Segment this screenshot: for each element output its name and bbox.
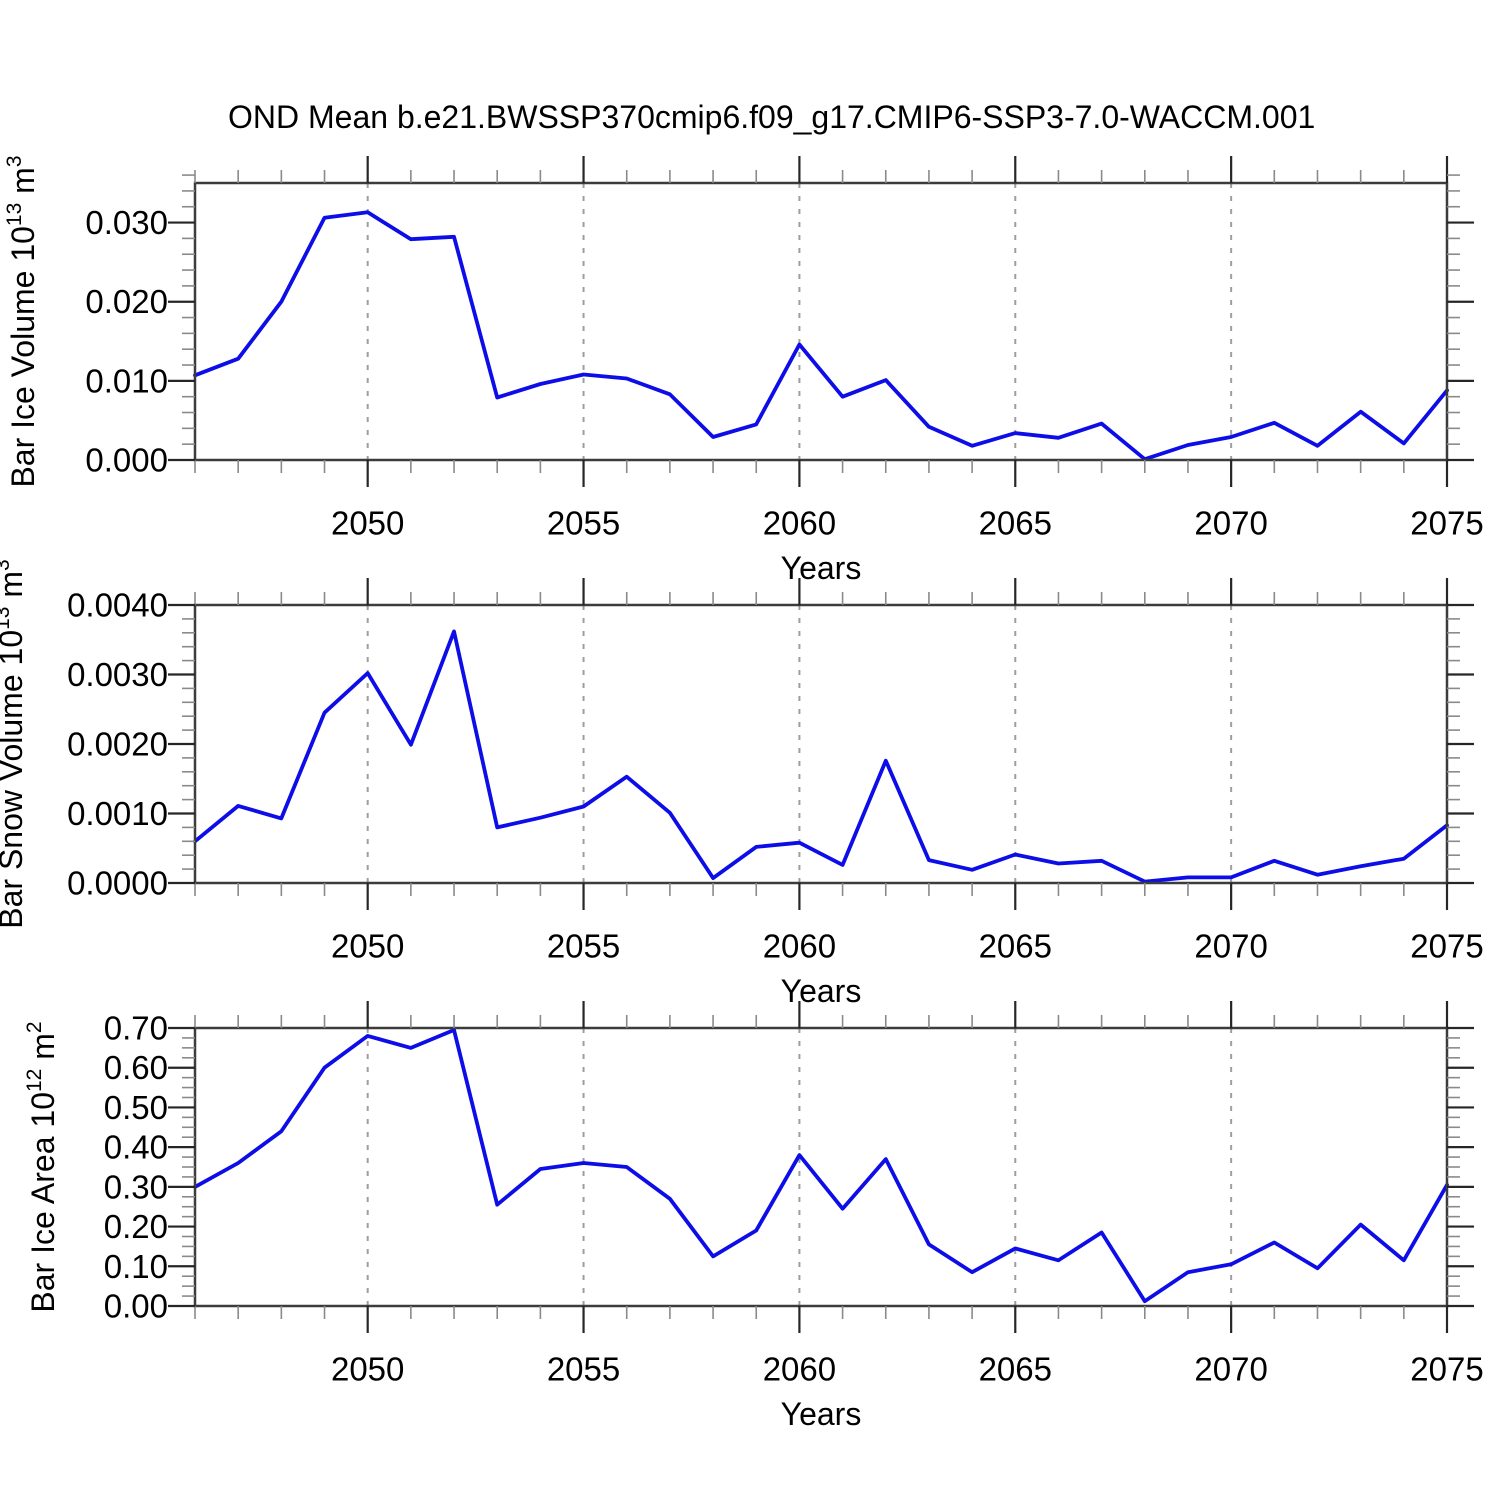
y-tick-label: 0.50 — [104, 1089, 168, 1126]
y-tick-label: 0.40 — [104, 1129, 168, 1166]
x-tick-label: 2070 — [1194, 928, 1267, 965]
ice-volume-y-axis-title: Bar Ice Volume 1013 m3 — [3, 155, 41, 487]
x-tick-label: 2055 — [547, 928, 620, 965]
ice-area-x-ticks — [194, 1001, 1449, 1333]
y-tick-label: 0.20 — [104, 1208, 168, 1245]
snow-volume-line — [193, 629, 1449, 884]
panel-snow-volume: 2050 2055 2060 2065 2070 2075 Years 0.0000 0.001… — [0, 559, 1484, 1009]
ice-volume-line — [193, 210, 1449, 462]
ice-volume-plot-box — [193, 181, 1449, 462]
y-tick-label: 0.0000 — [67, 865, 168, 902]
snow-volume-y-axis-title: Bar Snow Volume 1013 m3 — [0, 559, 29, 928]
y-tick-label: 0.0040 — [67, 587, 168, 624]
y-tick-label: 0.00 — [104, 1288, 168, 1325]
x-tick-label: 2050 — [331, 505, 404, 542]
snow-volume-x-ticks — [194, 578, 1449, 910]
y-tick-label: 0.0010 — [67, 795, 168, 832]
x-tick-label: 2065 — [979, 505, 1052, 542]
ice-area-y-ticks — [168, 1026, 1474, 1308]
x-tick-label: 2065 — [979, 1351, 1052, 1388]
x-tick-label: 2075 — [1410, 505, 1483, 542]
x-tick-label: 2070 — [1194, 1351, 1267, 1388]
ice-volume-x-ticks — [194, 156, 1449, 487]
x-tick-label: 2055 — [547, 505, 620, 542]
y-tick-label: 0.010 — [85, 362, 168, 399]
y-tick-label: 0.60 — [104, 1049, 168, 1086]
x-tick-label: 2050 — [331, 928, 404, 965]
chart-title: OND Mean b.e21.BWSSP370cmip6.f09_g17.CMI… — [228, 99, 1316, 135]
snow-volume-plot-box — [193, 603, 1449, 885]
ice-area-x-axis-title: Years — [781, 1396, 862, 1432]
y-tick-label: 0.0020 — [67, 726, 168, 763]
x-tick-label: 2065 — [979, 928, 1052, 965]
ice-area-line — [193, 1028, 1449, 1304]
y-tick-label: 0.0030 — [67, 656, 168, 693]
x-tick-label: 2060 — [763, 928, 836, 965]
panel-ice-volume: 2050 2055 2060 2065 2070 2075 Years 0.000 0.010 0… — [3, 155, 1484, 586]
y-tick-label: 0.10 — [104, 1248, 168, 1285]
ice-volume-y-ticks — [168, 174, 1474, 462]
ice-area-y-axis-title: Bar Ice Area 1012 m2 — [23, 1021, 61, 1312]
snow-volume-y-ticks — [168, 603, 1474, 885]
x-tick-label: 2075 — [1410, 1351, 1483, 1388]
snow-volume-x-axis-title: Years — [781, 973, 862, 1009]
y-tick-label: 0.30 — [104, 1168, 168, 1205]
x-tick-label: 2060 — [763, 1351, 836, 1388]
ice-volume-x-axis-title: Years — [781, 550, 862, 586]
panel-ice-area: 2050 2055 2060 2065 2070 2075 Years 0.000.100.2… — [23, 1001, 1484, 1432]
x-tick-label: 2075 — [1410, 928, 1483, 965]
y-tick-label: 0.70 — [104, 1010, 168, 1047]
y-tick-label: 0.030 — [85, 204, 168, 241]
x-tick-label: 2050 — [331, 1351, 404, 1388]
y-tick-label: 0.020 — [85, 283, 168, 320]
x-tick-label: 2055 — [547, 1351, 620, 1388]
x-tick-label: 2060 — [763, 505, 836, 542]
ice-area-plot-box — [193, 1026, 1449, 1308]
x-tick-label: 2070 — [1194, 505, 1267, 542]
y-tick-label: 0.000 — [85, 442, 168, 479]
